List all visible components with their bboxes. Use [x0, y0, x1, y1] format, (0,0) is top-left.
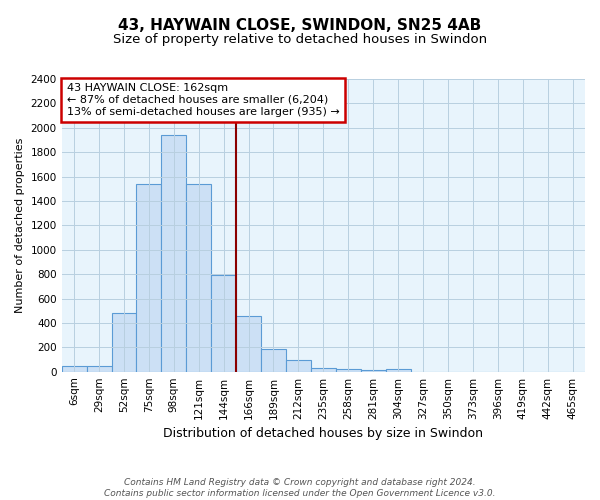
Bar: [136, 184, 161, 372]
Text: 43, HAYWAIN CLOSE, SWINDON, SN25 4AB: 43, HAYWAIN CLOSE, SWINDON, SN25 4AB: [118, 18, 482, 32]
Bar: [211, 276, 236, 372]
Y-axis label: Number of detached properties: Number of detached properties: [15, 138, 25, 313]
Bar: [161, 135, 186, 372]
Text: Size of property relative to detached houses in Swindon: Size of property relative to detached ho…: [113, 32, 487, 46]
Bar: [186, 184, 211, 372]
Bar: [286, 360, 311, 372]
Bar: [336, 369, 361, 372]
Bar: [311, 368, 336, 372]
Bar: [62, 366, 86, 372]
Bar: [261, 348, 286, 372]
Bar: [386, 369, 410, 372]
Text: 43 HAYWAIN CLOSE: 162sqm
← 87% of detached houses are smaller (6,204)
13% of sem: 43 HAYWAIN CLOSE: 162sqm ← 87% of detach…: [67, 84, 340, 116]
Text: Contains HM Land Registry data © Crown copyright and database right 2024.
Contai: Contains HM Land Registry data © Crown c…: [104, 478, 496, 498]
Bar: [86, 366, 112, 372]
X-axis label: Distribution of detached houses by size in Swindon: Distribution of detached houses by size …: [163, 427, 484, 440]
Bar: [112, 313, 136, 372]
Bar: [236, 316, 261, 372]
Bar: [361, 370, 386, 372]
